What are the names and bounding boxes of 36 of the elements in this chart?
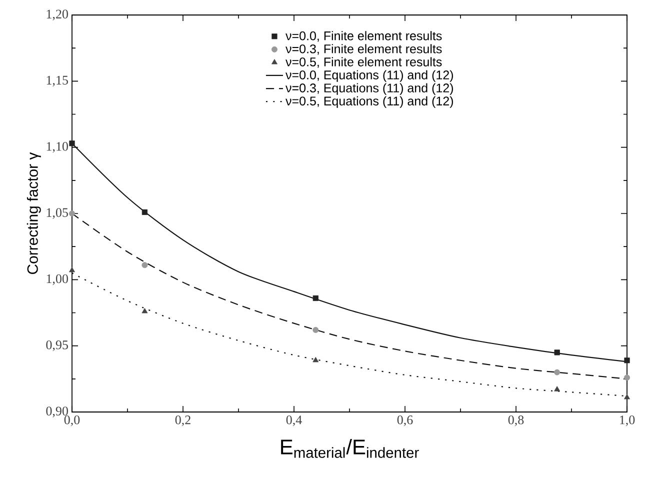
point <box>554 369 560 376</box>
point <box>624 394 630 400</box>
point <box>69 267 75 272</box>
y-tick-label: 0,95 <box>46 340 68 352</box>
point <box>142 308 148 314</box>
point <box>142 209 148 215</box>
legend-label: ν=0.3, Equations (11) and (12) <box>286 83 453 95</box>
point <box>624 374 630 381</box>
point <box>312 326 319 333</box>
legend-label: ν=0.5, Finite element results <box>286 57 442 68</box>
x-tick-label: 1,0 <box>620 416 635 426</box>
point <box>142 262 148 268</box>
y-tick-label: 1,20 <box>46 10 68 20</box>
point <box>312 356 319 362</box>
x-tick-label: 0,8 <box>508 416 524 426</box>
legend-label: ν=0.3, Finite element results <box>286 44 442 55</box>
x-tick-label: 0,4 <box>286 416 302 426</box>
y-tick-label: 1,15 <box>46 76 68 86</box>
y-tick-label: 0,90 <box>46 406 68 418</box>
x-tick-label: 0,0 <box>64 416 80 426</box>
point <box>554 386 560 392</box>
x-axis-title: E$_{material}$/E$_{indenter}$ <box>281 439 419 458</box>
point <box>69 140 75 146</box>
y-tick-label: 1,05 <box>46 208 68 219</box>
y-axis-title: Correcting factor γ <box>26 152 41 274</box>
point <box>554 350 560 356</box>
y-tick-label: 1,10 <box>46 142 68 153</box>
x-tick-label: 0,2 <box>175 416 190 426</box>
legend-label: ν=0.5, Equations (11) and (12) <box>286 96 453 108</box>
point <box>624 358 630 364</box>
legend-label: ν=0.0, Finite element results <box>286 31 442 42</box>
legend-label: ν=0.0, Equations (11) and (12) <box>286 70 453 82</box>
point <box>312 295 318 301</box>
y-tick-label: 1,00 <box>46 274 68 285</box>
x-tick-label: 0,6 <box>397 416 413 426</box>
point <box>69 210 75 216</box>
